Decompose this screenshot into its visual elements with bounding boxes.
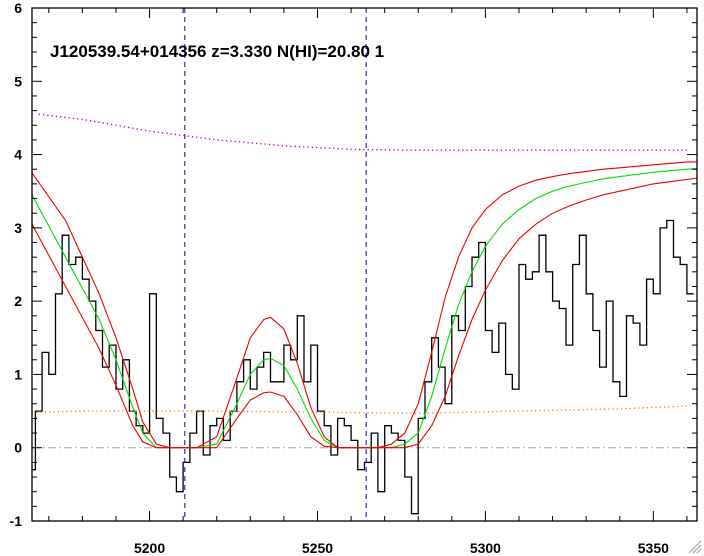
y-tick-label: 0 bbox=[14, 440, 22, 456]
x-tick-label: 5250 bbox=[302, 540, 333, 556]
y-tick-label: 5 bbox=[14, 73, 22, 89]
error-series bbox=[32, 405, 691, 415]
y-tick-label: 6 bbox=[14, 0, 22, 16]
grip-line-1 bbox=[696, 548, 702, 554]
x-tick-label: 5300 bbox=[470, 540, 501, 556]
y-tick-label: 1 bbox=[14, 366, 22, 382]
y-tick-label: 4 bbox=[14, 147, 22, 163]
x-tick-label: 5350 bbox=[638, 540, 669, 556]
flux-series bbox=[32, 219, 694, 515]
chart-title: J120539.54+014356 z=3.330 N(HI)=20.80 1 bbox=[50, 42, 384, 61]
plot-area bbox=[32, 8, 697, 521]
fit-series bbox=[32, 167, 697, 449]
continuum-series bbox=[38, 113, 691, 151]
axes: 5200 5250 5300 5350 -1 0 1 2 3 4 5 6 bbox=[10, 0, 698, 556]
plot-frame bbox=[31, 7, 698, 522]
x-tick-label: 5200 bbox=[134, 540, 165, 556]
y-tick-label: -1 bbox=[10, 513, 23, 529]
fit-lower-series bbox=[32, 177, 697, 449]
grip-line-2 bbox=[692, 544, 702, 554]
y-tick-label: 2 bbox=[14, 293, 22, 309]
grip-line-3 bbox=[688, 540, 702, 554]
y-tick-label: 3 bbox=[14, 220, 22, 236]
resize-grip-icon[interactable] bbox=[688, 540, 702, 554]
